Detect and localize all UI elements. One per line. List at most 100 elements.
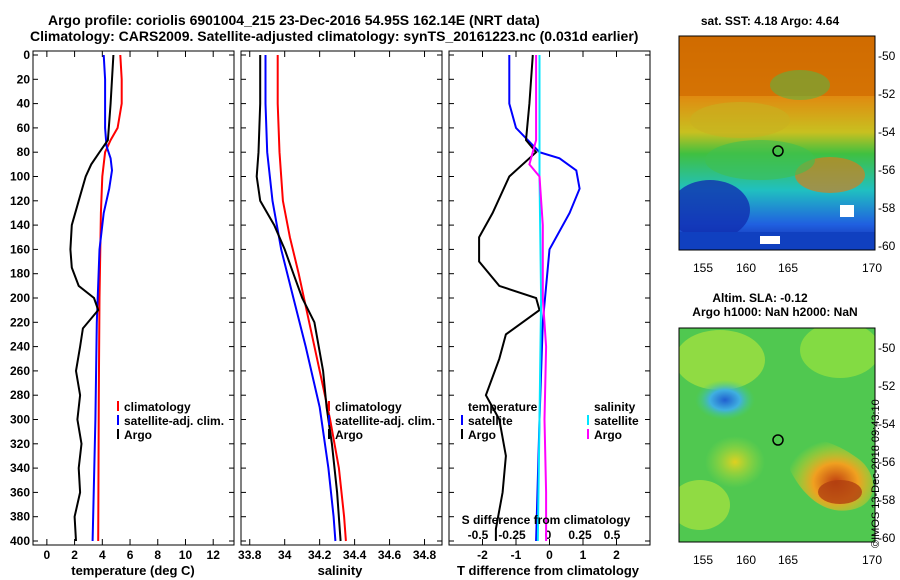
legend-heading-temperature: temperature — [468, 400, 538, 414]
map-y-tick-label: -58 — [878, 201, 896, 215]
map-x-tick-label: 155 — [693, 553, 713, 567]
depth-tick-label: 100 — [10, 170, 30, 184]
legend-label-s-satellite: satellite — [594, 414, 639, 428]
depth-tick-label: 300 — [10, 413, 30, 427]
depth-tick-label: 400 — [10, 534, 30, 548]
legend-label-satellite: satellite-adj. clim. — [335, 414, 435, 428]
legend-swatch-t-satellite — [461, 415, 463, 425]
x-tick-label: 34.6 — [378, 548, 402, 562]
copyright-stamp: ©IMOS 13-Dec-2018 09:43:10 — [870, 399, 882, 548]
map-y-tick-label: -52 — [878, 87, 896, 101]
series-line-t-argo — [478, 54, 541, 541]
depth-tick-label: 20 — [17, 72, 31, 86]
sla-map-title: Altim. SLA: -0.12 — [712, 291, 808, 305]
map-x-tick-label: 170 — [862, 261, 882, 275]
series-line-argo — [255, 55, 342, 542]
legend-swatch-argo — [117, 429, 119, 439]
x-tick-label: 1 — [580, 548, 587, 562]
depth-tick-label: 360 — [10, 485, 30, 499]
x-tick-label: 6 — [127, 548, 134, 562]
map-y-tick-label: -52 — [878, 379, 896, 393]
depth-tick-label: 120 — [10, 194, 30, 208]
x-tick-label: 10 — [179, 548, 193, 562]
temperature-plot: 0 2 4 6 8 10 12 — [33, 51, 234, 562]
x-tick-label: 33.8 — [238, 548, 262, 562]
x-tick-label: 34.8 — [413, 548, 437, 562]
depth-tick-label: 160 — [10, 242, 30, 256]
figure-title-line2: Climatology: CARS2009. Satellite-adjuste… — [30, 28, 639, 44]
legend-label-argo: Argo — [124, 428, 152, 442]
difference-axis-label: T difference from climatology — [457, 563, 640, 578]
x-tick-label: 8 — [154, 548, 161, 562]
x-tick-label: 12 — [207, 548, 221, 562]
legend-swatch-climatology — [117, 401, 119, 411]
depth-tick-label: 280 — [10, 388, 30, 402]
temperature-axis-label: temperature (deg C) — [71, 563, 195, 578]
x-tick-label: -2 — [477, 548, 488, 562]
figure-title-line1: Argo profile: coriolis 6901004_215 23-De… — [48, 12, 540, 28]
x2-tick-label: 0.25 — [568, 528, 592, 542]
map-x-tick-label: 160 — [736, 553, 756, 567]
sla-map-frame — [678, 327, 876, 543]
difference-plot: -2 -1 0 1 2 -0.5 -0.25 0 0.25 0.5 — [449, 51, 650, 562]
depth-tick-label: 240 — [10, 340, 30, 354]
depth-tick-label: 380 — [10, 510, 30, 524]
map-y-tick-label: -50 — [878, 341, 896, 355]
legend-swatch-satellite — [328, 415, 330, 425]
x2-tick-label: -0.25 — [498, 528, 526, 542]
x-tick-label: 34.2 — [308, 548, 332, 562]
map-y-tick-label: -54 — [878, 417, 896, 431]
x-tick-label: 0 — [44, 548, 51, 562]
depth-tick-label: 180 — [10, 267, 30, 281]
depth-tick-label: 200 — [10, 291, 30, 305]
x2-tick-label: -0.5 — [468, 528, 489, 542]
series-line-t-satellite — [508, 55, 581, 542]
legend-swatch-argo — [328, 429, 330, 439]
depth-tick-label: 320 — [10, 437, 30, 451]
legend-heading-salinity: salinity — [594, 400, 636, 414]
legend-swatch-s-argo — [587, 429, 589, 439]
legend-swatch-satellite — [117, 415, 119, 425]
sla-map-image — [679, 328, 875, 542]
salinity-axis-label: salinity — [318, 563, 364, 578]
series-line-argo — [69, 54, 115, 542]
series-line-s-argo — [528, 55, 548, 541]
depth-tick-label: 60 — [17, 121, 31, 135]
legend-swatch-s-satellite — [587, 415, 589, 425]
legend-label-s-argo: Argo — [594, 428, 622, 442]
sst-map-image — [679, 36, 875, 250]
temperature-legend: climatology satellite-adj. clim. Argo — [117, 400, 224, 442]
series-line-satellite-adj-clim- — [264, 55, 337, 542]
legend-swatch-climatology — [328, 401, 330, 411]
salinity-plot: 33.8 34 34.2 34.4 34.6 34.8 — [238, 51, 442, 562]
legend-label-t-satellite: satellite — [468, 414, 513, 428]
depth-tick-label: 40 — [17, 97, 31, 111]
sst-map-frame — [678, 35, 876, 251]
map-y-tick-label: -56 — [878, 455, 896, 469]
series-line-s-satellite — [536, 55, 543, 542]
salinity-difference-axis-label: S difference from climatology — [462, 513, 631, 527]
map-tick-labels: 155 160 165 170 -50 -52 -54 -56 -58 -60 155 160 165 1… — [693, 49, 896, 567]
x-tick-label: 4 — [99, 548, 106, 562]
map-x-tick-label: 155 — [693, 261, 713, 275]
legend-label-argo: Argo — [335, 428, 363, 442]
x-tick-label: 34.4 — [343, 548, 367, 562]
map-y-tick-label: -60 — [878, 531, 896, 545]
sla-argo-position-marker — [772, 434, 784, 446]
difference-panel-frame — [448, 50, 651, 546]
map-y-tick-label: -58 — [878, 493, 896, 507]
map-y-tick-label: -60 — [878, 239, 896, 253]
x-tick-label: 0 — [546, 548, 553, 562]
depth-tick-label: 140 — [10, 218, 30, 232]
temperature-panel-frame — [32, 50, 235, 546]
sst-map-title: sat. SST: 4.18 Argo: 4.64 — [701, 14, 840, 28]
map-y-tick-label: -54 — [878, 125, 896, 139]
map-y-tick-label: -56 — [878, 163, 896, 177]
series-line-climatology — [276, 55, 347, 542]
difference-legend: temperature satellite Argo salinity sate… — [461, 400, 639, 442]
series-line-satellite-adj-clim- — [91, 54, 114, 542]
x-tick-label: 2 — [71, 548, 78, 562]
x2-tick-label: 0 — [545, 528, 552, 542]
map-x-tick-label: 160 — [736, 261, 756, 275]
